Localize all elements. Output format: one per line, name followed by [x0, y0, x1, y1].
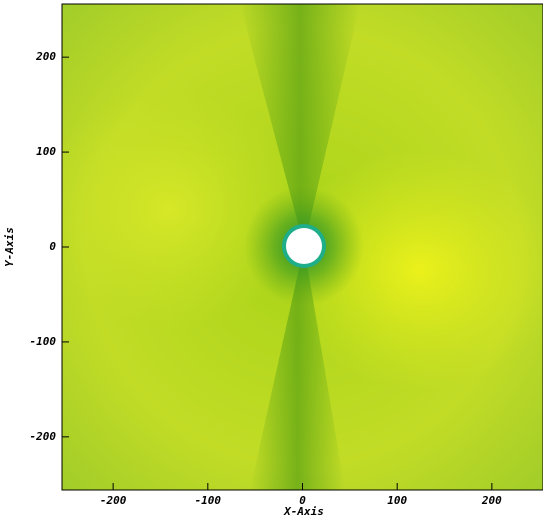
y-tick-label: 100: [36, 145, 56, 158]
page: {"chart_data": {"type": "image", "x_labe…: [0, 0, 543, 520]
field: [40, 4, 543, 490]
y-tick-label: -100: [30, 335, 57, 348]
y-axis-label: Y-Axis: [3, 227, 16, 267]
y-tick-label: -200: [30, 430, 57, 443]
x-tick-label: 100: [387, 494, 407, 507]
chart: X-Axis Y-Axis -200-1000100200-200-100010…: [0, 0, 543, 520]
y-tick-label: 200: [35, 50, 56, 63]
x-tick-label: 0: [299, 494, 306, 507]
y-tick-label: 0: [49, 240, 56, 253]
x-tick-label: 200: [481, 494, 502, 507]
x-tick-label: -200: [100, 494, 127, 507]
x-tick-label: -100: [195, 494, 222, 507]
